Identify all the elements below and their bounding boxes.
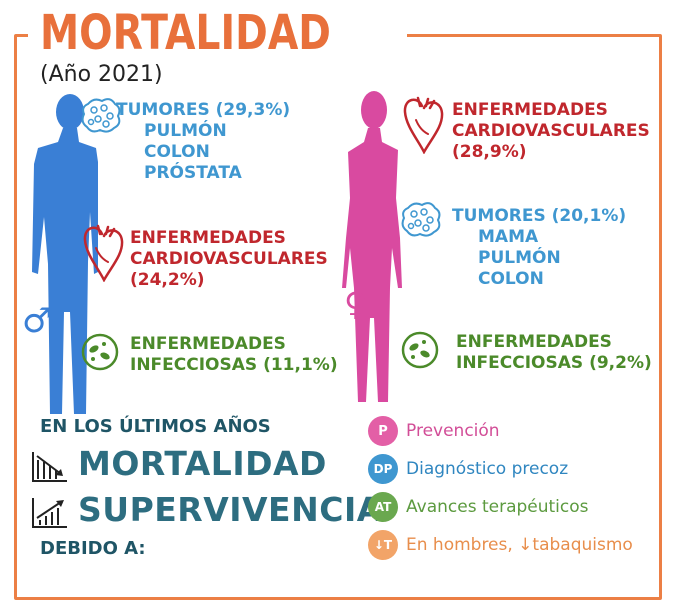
male-tumor-item: PRÓSTATA: [144, 163, 242, 183]
year-label: (Año 2021): [40, 62, 163, 87]
legend-item-diagnosis: DP Diagnóstico precoz: [368, 454, 568, 484]
male-infect-line1: ENFERMEDADES: [130, 334, 286, 354]
trend-survival: SUPERVIVENCIA: [78, 490, 383, 529]
legend-text: En hombres, ↓tabaquismo: [406, 535, 633, 555]
male-infect-line2: INFECCIOSAS (11,1%): [130, 355, 338, 375]
female-tumors-group: TUMORES (20,1%) MAMA PULMÓN COLON: [452, 206, 626, 290]
trend-due-to: DEBIDO A:: [40, 538, 146, 559]
diagnosis-badge: DP: [368, 454, 398, 484]
male-symbol: ♂: [22, 301, 53, 341]
female-infect-group: ENFERMEDADES INFECCIOSAS (9,2%): [456, 332, 652, 374]
female-cardio-group: ENFERMEDADES CARDIOVASCULARES (28,9%): [452, 100, 650, 163]
female-cardio-line1: ENFERMEDADES: [452, 100, 608, 120]
male-body-icon: [32, 94, 98, 414]
legend-text: Avances terapéuticos: [406, 497, 589, 517]
female-tumor-item: COLON: [478, 269, 544, 289]
male-tumor-item: PULMÓN: [144, 121, 227, 141]
female-infect-line1: ENFERMEDADES: [456, 332, 612, 352]
legend-text: Diagnóstico precoz: [406, 459, 569, 479]
male-tumors-group: TUMORES (29,3%) PULMÓN COLON PRÓSTATA: [116, 100, 290, 184]
male-tumor-item: COLON: [144, 142, 210, 162]
therapy-badge: AT: [368, 492, 398, 522]
female-symbol: ♀: [344, 285, 368, 323]
trend-heading: EN LOS ÚLTIMOS AÑOS: [40, 416, 271, 437]
male-cardio-line2: CARDIOVASCULARES: [130, 249, 328, 269]
tobacco-badge: ↓T: [368, 530, 398, 560]
tumor-cells-icon: [81, 98, 121, 133]
prevention-badge: P: [368, 416, 398, 446]
male-cardio-line1: ENFERMEDADES: [130, 228, 286, 248]
legend-text: Prevención: [406, 421, 500, 441]
female-body-icon: [342, 91, 402, 402]
trend-up-icon: [32, 498, 67, 528]
female-cardio-line3: (28,9%): [452, 142, 527, 162]
heart-icon: [403, 96, 444, 154]
female-tumor-item: MAMA: [478, 227, 539, 247]
legend-item-therapy: AT Avances terapéuticos: [368, 492, 589, 522]
male-infect-group: ENFERMEDADES INFECCIOSAS (11,1%): [130, 334, 338, 376]
tumor-cells-icon: [401, 202, 441, 237]
male-tumors-title: TUMORES (29,3%): [116, 100, 291, 120]
female-infect-line2: INFECCIOSAS (9,2%): [456, 353, 652, 373]
page-title: MORTALIDAD: [40, 5, 331, 61]
female-cardio-line2: CARDIOVASCULARES: [452, 121, 650, 141]
bacteria-icon: [401, 331, 439, 369]
female-tumor-item: PULMÓN: [478, 248, 561, 268]
title-container: MORTALIDAD: [28, 0, 407, 66]
trend-down-icon: [32, 452, 67, 482]
male-cardio-group: ENFERMEDADES CARDIOVASCULARES (24,2%): [130, 228, 328, 291]
trend-mortality: MORTALIDAD: [78, 444, 327, 483]
female-tumors-title: TUMORES (20,1%): [452, 206, 627, 226]
legend-item-tobacco: ↓T En hombres, ↓tabaquismo: [368, 530, 633, 560]
legend-item-prevention: P Prevención: [368, 416, 500, 446]
bacteria-icon: [81, 333, 119, 371]
heart-icon: [83, 224, 124, 282]
male-cardio-line3: (24,2%): [130, 270, 205, 290]
